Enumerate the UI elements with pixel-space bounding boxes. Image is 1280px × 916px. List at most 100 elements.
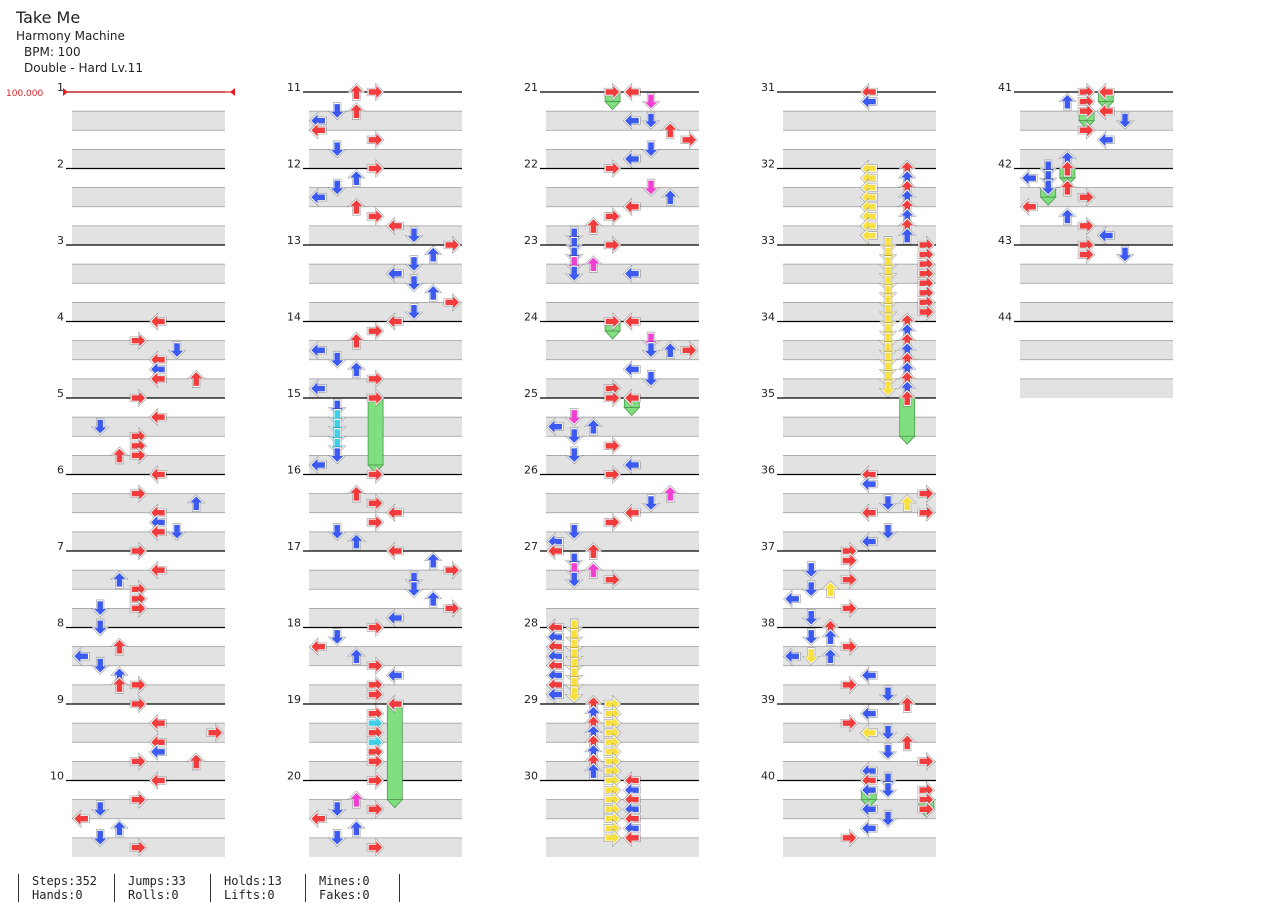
beat-band	[546, 378, 699, 398]
stats-col-2: Jumps:33 Rolls:0	[112, 874, 186, 902]
arrow-down-icon	[878, 742, 898, 761]
arrow-left-icon	[622, 264, 641, 284]
arrow-right-icon	[129, 752, 148, 771]
arrow-right-icon	[366, 685, 385, 704]
arrow-left-icon	[148, 312, 167, 331]
arrow-left-icon	[546, 541, 564, 561]
arrow-down-icon	[1115, 111, 1135, 130]
arrow-left-icon	[859, 799, 878, 819]
beat-band	[783, 570, 936, 590]
arrow-left-icon	[385, 541, 404, 561]
arrow-up-icon	[660, 484, 680, 503]
measure-number: 18	[287, 617, 301, 630]
beat-band	[783, 417, 936, 437]
fakes-count: Fakes:0	[319, 888, 370, 902]
arrow-right-icon	[443, 235, 462, 255]
measure-number: 2	[57, 158, 64, 171]
arrow-up-icon	[1058, 92, 1077, 111]
arrow-left-icon	[859, 723, 878, 743]
arrow-up-icon	[347, 331, 366, 350]
arrow-right-icon	[206, 723, 225, 743]
arrow-up-icon	[347, 484, 366, 503]
beat-band	[546, 225, 699, 245]
beat-band	[546, 493, 699, 513]
arrow-right-icon	[366, 771, 385, 790]
arrow-up-icon	[584, 417, 603, 436]
measure-number: 24	[524, 311, 538, 324]
stats-col-1: Steps:352 Hands:0	[16, 874, 97, 902]
arrow-right-icon	[366, 752, 385, 771]
arrow-left-icon	[148, 522, 167, 542]
arrow-right-icon	[603, 512, 622, 532]
arrow-down-icon	[564, 523, 584, 541]
arrow-left-icon	[385, 665, 404, 685]
arrow-down-icon	[404, 255, 424, 274]
arrow-up-icon	[110, 675, 129, 694]
arrow-down-icon	[327, 446, 347, 465]
beat-band	[309, 761, 462, 781]
measure-number: 9	[57, 693, 64, 706]
arrow-left-icon	[622, 359, 641, 379]
arrow-down-icon	[90, 656, 110, 675]
arrow-left-icon	[309, 809, 327, 829]
arrow-up-icon	[347, 197, 366, 216]
song-header: Take Me Harmony Machine BPM: 100 Double …	[16, 8, 143, 76]
beat-band	[72, 340, 225, 360]
arrow-right-icon	[366, 159, 385, 178]
hold-tail	[898, 435, 916, 445]
arrow-up-icon	[110, 570, 129, 589]
bpm-label: BPM: 100	[24, 45, 81, 59]
chart-background	[66, 91, 1173, 857]
beat-band	[783, 187, 936, 207]
arrow-right-icon	[129, 675, 148, 695]
hold-tail	[1039, 196, 1057, 206]
arrow-down-icon	[327, 523, 347, 541]
beat-band	[546, 149, 699, 169]
arrow-left-icon	[72, 646, 90, 666]
arrow-right-icon	[1077, 245, 1096, 264]
beat-band	[309, 340, 462, 360]
arrow-right-icon	[917, 503, 936, 523]
arrow-down-icon	[327, 628, 347, 647]
arrow-down-icon	[801, 609, 821, 627]
measure-number: 29	[524, 693, 538, 706]
arrow-up-icon	[110, 637, 129, 656]
arrow-left-icon	[859, 704, 878, 723]
beat-band	[546, 723, 699, 743]
arrow-left-icon	[385, 608, 404, 628]
beat-band	[72, 531, 225, 551]
arrow-up-icon	[897, 494, 917, 513]
arrow-down-icon	[1038, 178, 1058, 197]
measure-number: 25	[524, 387, 538, 400]
beat-band	[783, 264, 936, 284]
arrow-down-icon	[90, 829, 110, 847]
arrow-right-icon	[366, 130, 385, 150]
measure-number: 14	[287, 311, 301, 324]
beat-band	[309, 302, 462, 322]
measure-number: 21	[524, 81, 538, 94]
arrow-left-icon	[859, 92, 878, 111]
arrow-right-icon	[603, 82, 622, 102]
arrow-up-icon	[347, 819, 366, 838]
speed-marker: 100.000	[6, 88, 235, 99]
arrow-down-icon	[404, 303, 424, 321]
arrow-left-icon	[859, 780, 878, 800]
beat-band	[72, 799, 225, 819]
arrow-left-icon	[1020, 168, 1038, 188]
beat-band	[546, 187, 699, 207]
arrow-up-icon	[347, 169, 366, 187]
arrow-up-icon	[1058, 178, 1077, 197]
beat-band	[72, 570, 225, 590]
arrow-right-icon	[917, 484, 936, 503]
arrow-down-icon	[327, 178, 347, 197]
beat-band	[783, 225, 936, 245]
arrow-right-icon	[840, 570, 859, 590]
measure-number: 8	[57, 617, 64, 630]
measure-number: 43	[998, 234, 1012, 247]
arrow-right-icon	[603, 235, 622, 255]
beat-band	[72, 417, 225, 437]
beat-band	[72, 608, 225, 628]
arrow-left-icon	[148, 771, 167, 790]
arrow-right-icon	[129, 388, 148, 408]
beat-band	[309, 493, 462, 513]
